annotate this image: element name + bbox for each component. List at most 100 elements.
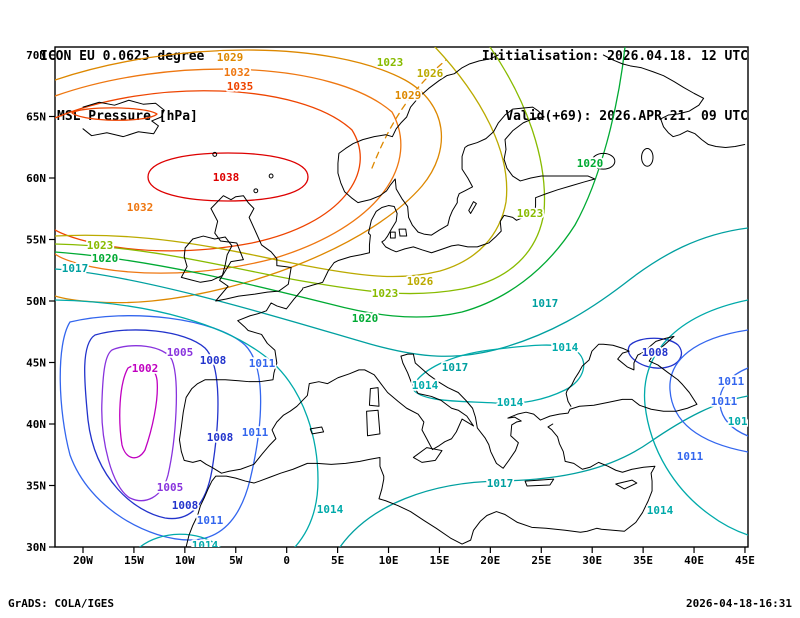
isobar-1005-iberia-low [101,345,178,502]
contour-label-1026: 1026 [407,275,434,288]
contour-label-1014: 1014 [647,504,674,517]
lon-axis-label: 10W [175,554,195,567]
coastline-orkney [254,189,258,193]
isobar-1038 [147,152,309,202]
lon-axis-label: 25E [531,554,551,567]
contour-label-1032: 1032 [224,66,251,79]
coastline-gotland [469,202,477,214]
header-right: Initialisation: 2026.04.18. 12 UTC Valid… [482,7,748,167]
coastline-cyprus [616,480,637,489]
isobar-1026 [55,47,508,278]
isobar-1029-trough [371,59,447,169]
contour-labels: 1029103210351023102610291038103210201023… [60,49,755,552]
lake-ladoga [592,153,615,169]
contour-label-1038: 1038 [213,171,240,184]
contour-label-1020: 1020 [577,157,604,170]
isobar-1008-iberia-low [84,329,219,520]
contour-label-1017: 1017 [487,477,514,490]
contour-label-1008: 1008 [172,499,199,512]
contour-label-1011: 1011 [711,395,738,408]
isobar-1017-north [55,227,748,357]
contour-label-1014: 1014 [317,503,344,516]
contour-label-1014: 1014 [728,415,755,428]
isobar-1014-bottom [139,533,221,547]
isobar-1017-south [339,395,748,547]
contour-label-1014: 1014 [412,379,439,392]
contour-label-1002: 1002 [132,362,159,375]
contour-label-1014: 1014 [497,396,524,409]
isobar-1029 [55,49,443,304]
coastline-iceland [83,100,164,136]
contour-label-1017: 1017 [62,262,89,275]
contour-label-1005: 1005 [157,481,184,494]
isobar-1014-west [55,299,319,547]
map-frame [54,46,749,548]
model-title: ICON EU 0.0625 degree [40,49,205,64]
lon-axis-label: 30E [582,554,602,567]
lon-axis-label: 10E [379,554,399,567]
coastline-mallorca [310,427,323,434]
coastline-scandinavia-baltic [303,55,595,288]
coastline-ireland [181,236,232,282]
lon-axis-label: 15E [430,554,450,567]
lon-axis-label: 35E [633,554,653,567]
lon-axis-label: 20W [73,554,93,567]
init-time: Initialisation: 2026.04.18. 12 UTC [481,49,748,64]
coastline-continental-europe [179,289,697,473]
creation-timestamp: 2026-04-18-16:31 [686,597,792,610]
contour-label-1020: 1020 [352,312,379,325]
contour-label-1014: 1014 [552,341,579,354]
contour-label-1011: 1011 [197,514,224,527]
contour-label-1008: 1008 [642,346,669,359]
coastline-corsica [369,388,379,407]
isobar-1023 [55,47,546,295]
isobar-1011-east-low [669,329,748,453]
coastline-sicily [413,448,442,463]
lat-axis-label: 60N [26,172,46,185]
contour-label-1023: 1023 [517,207,544,220]
coastline-crete [525,479,554,486]
coastlines [83,55,745,547]
lat-axis-label: 65N [26,111,46,124]
lat-axis-label: 50N [26,295,46,308]
lon-axis-label: 5W [229,554,243,567]
contour-label-1008: 1008 [207,431,234,444]
isobar-1002-iberia-low [119,364,158,459]
lon-axis-label: 45E [735,554,755,567]
contour-label-1035: 1035 [227,80,254,93]
isobar-1032 [55,68,402,274]
grads-credit: GrADS: COLA/IGES [8,597,114,610]
valid-time: Valid(+69): 2026.APR.21. 09 UTC [505,109,748,124]
contour-label-1011: 1011 [718,375,745,388]
contour-label-1005: 1005 [167,346,194,359]
isobar-1035 [55,90,361,252]
coastline-turkey-levant-africa [186,424,655,547]
lat-axis-label: 45N [26,357,46,370]
contour-label-1017: 1017 [442,361,469,374]
lat-axis-label: 30N [26,541,46,554]
lat-axis-label: 70N [26,49,46,62]
lon-axis-label: 40E [684,554,704,567]
coastline-sardinia [367,410,380,436]
contour-label-1017: 1017 [532,297,559,310]
isobar-1014-east-low [643,299,748,536]
coastline-zealand [399,229,407,236]
isobar-1014-mediterranean [411,344,585,405]
contour-label-1020: 1020 [92,252,119,265]
isobar-1035-iceland [71,107,158,121]
lon-axis-label: 0 [283,554,290,567]
lat-axis-label: 55N [26,234,46,247]
coastline-faroe [213,152,217,156]
lon-axis-label: 15W [124,554,144,567]
lon-axis-label: 20E [480,554,500,567]
contour-label-1023: 1023 [377,56,404,69]
contour-label-1029: 1029 [217,51,244,64]
lat-axis-label: 40N [26,418,46,431]
contour-label-1014: 1014 [192,539,219,552]
contour-label-1011: 1011 [677,450,704,463]
contour-label-1023: 1023 [87,239,114,252]
contour-label-1011: 1011 [249,357,276,370]
contour-label-1032: 1032 [127,201,154,214]
lon-axis-label: 5E [331,554,344,567]
